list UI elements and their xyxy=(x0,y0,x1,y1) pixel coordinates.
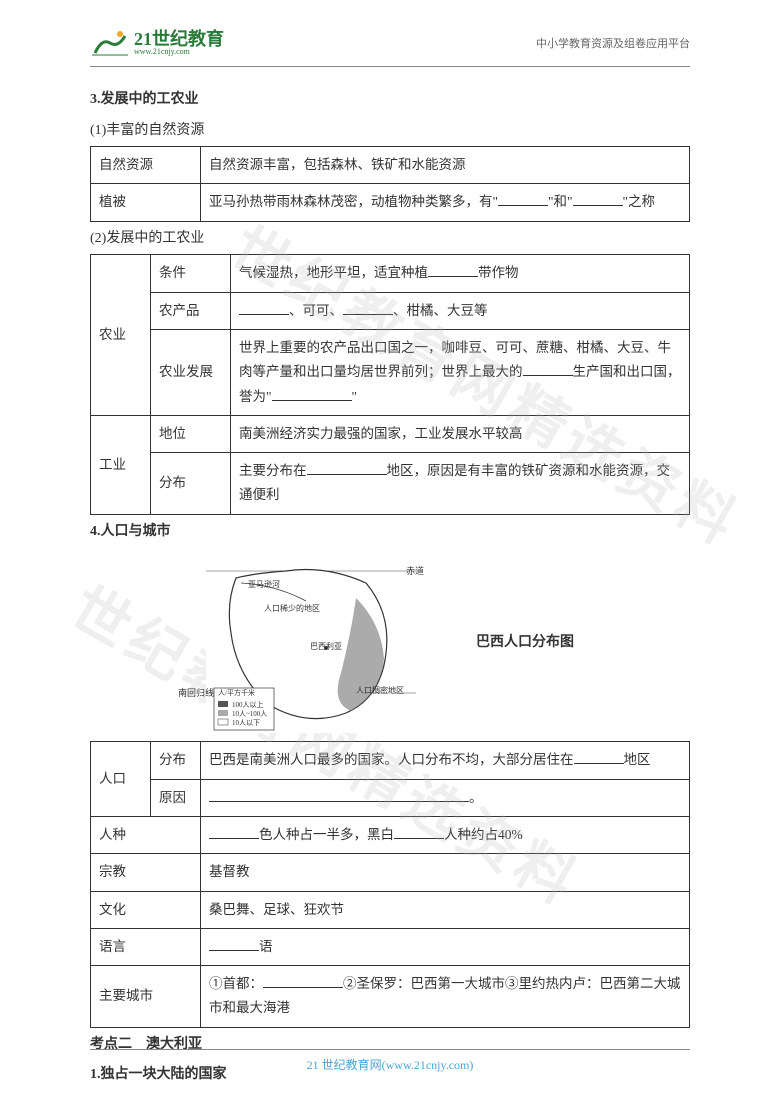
text: 、柑橘、大豆等 xyxy=(393,303,488,318)
table-cell: 人口 xyxy=(91,742,151,817)
resources-table: 自然资源 自然资源丰富，包括森林、铁矿和水能资源 植被 亚马孙热带雨林森林茂密，… xyxy=(90,146,690,222)
table-cell: 农产品 xyxy=(151,292,231,329)
text: 、可可、 xyxy=(289,303,343,318)
footer-text-a: 21 世纪教育网 xyxy=(307,1058,382,1072)
text: 带作物 xyxy=(478,265,519,280)
blank-field[interactable] xyxy=(394,825,444,839)
table-cell: 农业发展 xyxy=(151,329,231,415)
page-header: 21世纪教育 www.21cnjy.com 中小学教育资源及组卷应用平台 xyxy=(90,0,690,67)
table-cell: 桑巴舞、足球、狂欢节 xyxy=(201,891,690,928)
header-right-text: 中小学教育资源及组卷应用平台 xyxy=(536,35,690,51)
table-cell: 人种 xyxy=(91,816,201,853)
table-cell: 主要分布在地区，原因是有丰富的铁矿资源和水能资源，交通便利 xyxy=(231,453,690,515)
blank-field[interactable] xyxy=(263,974,343,988)
map-label-brasilia: 巴西利亚 xyxy=(310,639,342,654)
table-cell: 语 xyxy=(201,928,690,965)
logo-runner-icon xyxy=(90,28,130,58)
text: 亚马孙热带雨林森林茂密，动植物种类繁多，有" xyxy=(209,194,498,209)
section3-title: 3.发展中的工农业 xyxy=(90,87,690,114)
blank-field[interactable] xyxy=(209,788,469,802)
map-label-equator: 赤道 xyxy=(406,563,424,580)
text: " xyxy=(352,389,358,404)
blank-field[interactable] xyxy=(343,301,393,315)
table-cell: 世界上重要的农产品出口国之一，咖啡豆、可可、蔗糖、柑橘、大豆、牛肉等产量和出口量… xyxy=(231,329,690,415)
text: 人种约占40% xyxy=(444,827,523,842)
table-cell: 宗教 xyxy=(91,854,201,891)
text: "和" xyxy=(548,194,573,209)
logo-main-text: 21世纪教育 xyxy=(134,30,224,48)
text: ①首都： xyxy=(209,976,263,991)
blank-field[interactable] xyxy=(498,192,548,206)
page-footer: 21 世纪教育网(www.21cnjy.com) xyxy=(90,1049,690,1073)
table-cell: 南美洲经济实力最强的国家，工业发展水平较高 xyxy=(231,415,690,452)
blank-field[interactable] xyxy=(209,825,259,839)
table-cell: 文化 xyxy=(91,891,201,928)
table-cell: 原因 xyxy=(151,779,201,816)
table-cell: 亚马孙热带雨林森林茂密，动植物种类繁多，有" "和" "之称 xyxy=(201,184,690,221)
logo: 21世纪教育 www.21cnjy.com xyxy=(90,28,224,58)
table-cell: 自然资源 xyxy=(91,147,201,184)
blank-field[interactable] xyxy=(574,750,624,764)
table-cell: ①首都：②圣保罗：巴西第一大城市③里约热内卢：巴西第二大城市和最大海港 xyxy=(201,966,690,1028)
brazil-map: 赤道 南回归线 亚马逊河 人口稀少的地区 巴西利亚 人口稠密地区 人/平方千米 … xyxy=(206,553,416,733)
map-label-dense: 人口稠密地区 xyxy=(356,683,406,698)
main-content: 3.发展中的工农业 (1)丰富的自然资源 自然资源 自然资源丰富，包括森林、铁矿… xyxy=(0,67,780,1089)
table-cell: 农业 xyxy=(91,255,151,415)
logo-sub-text: www.21cnjy.com xyxy=(134,48,224,56)
map-caption: 巴西人口分布图 xyxy=(476,630,574,657)
table-cell: 工业 xyxy=(91,415,151,514)
blank-field[interactable] xyxy=(573,192,623,206)
text: 气候湿热，地形平坦，适宜种植 xyxy=(239,265,428,280)
table-cell: 、可可、 、柑橘、大豆等 xyxy=(231,292,690,329)
blank-field[interactable] xyxy=(523,362,573,376)
text: "之称 xyxy=(623,194,656,209)
table-cell: 自然资源丰富，包括森林、铁矿和水能资源 xyxy=(201,147,690,184)
table-cell: 分布 xyxy=(151,453,231,515)
footer-text-b: (www.21cnjy.com) xyxy=(382,1058,474,1072)
text: 地区 xyxy=(624,752,651,767)
blank-field[interactable] xyxy=(209,937,259,951)
blank-field[interactable] xyxy=(239,301,289,315)
table-cell: 地位 xyxy=(151,415,231,452)
map-container: 赤道 南回归线 亚马逊河 人口稀少的地区 巴西利亚 人口稠密地区 人/平方千米 … xyxy=(90,553,690,733)
map-label-tropic: 南回归线 xyxy=(178,685,214,702)
industry-agriculture-table: 农业 条件 气候湿热，地形平坦，适宜种植带作物 农产品 、可可、、柑橘、大豆等 … xyxy=(90,254,690,514)
text: 主要分布在 xyxy=(239,463,307,478)
table-cell: 植被 xyxy=(91,184,201,221)
section4-title: 4.人口与城市 xyxy=(90,519,690,546)
text: 巴西是南美洲人口最多的国家。人口分布不均，大部分居住在 xyxy=(209,752,574,767)
section3-sub1: (1)丰富的自然资源 xyxy=(90,118,690,145)
population-table: 人口 分布 巴西是南美洲人口最多的国家。人口分布不均，大部分居住在 地区 原因 。… xyxy=(90,741,690,1027)
table-cell: 巴西是南美洲人口最多的国家。人口分布不均，大部分居住在 地区 xyxy=(201,742,690,779)
table-cell: 分布 xyxy=(151,742,201,779)
text: 。 xyxy=(469,790,483,805)
map-label-sparse: 人口稀少的地区 xyxy=(264,601,320,616)
table-cell: 气候湿热，地形平坦，适宜种植 带作物 xyxy=(231,255,690,292)
section3-sub2: (2)发展中的工农业 xyxy=(90,226,690,253)
text: 色人种占一半多，黑白 xyxy=(259,827,394,842)
table-cell: 色人种占一半多，黑白 人种约占40% xyxy=(201,816,690,853)
table-cell: 主要城市 xyxy=(91,966,201,1028)
blank-field[interactable] xyxy=(307,461,387,475)
map-label-amazon: 亚马逊河 xyxy=(248,577,280,592)
blank-field[interactable] xyxy=(428,263,478,277)
text: 语 xyxy=(259,939,273,954)
blank-field[interactable] xyxy=(272,387,352,401)
table-cell: 。 xyxy=(201,779,690,816)
table-cell: 语言 xyxy=(91,928,201,965)
table-cell: 条件 xyxy=(151,255,231,292)
map-legend3: 10人以下 xyxy=(232,717,260,730)
table-cell: 基督教 xyxy=(201,854,690,891)
